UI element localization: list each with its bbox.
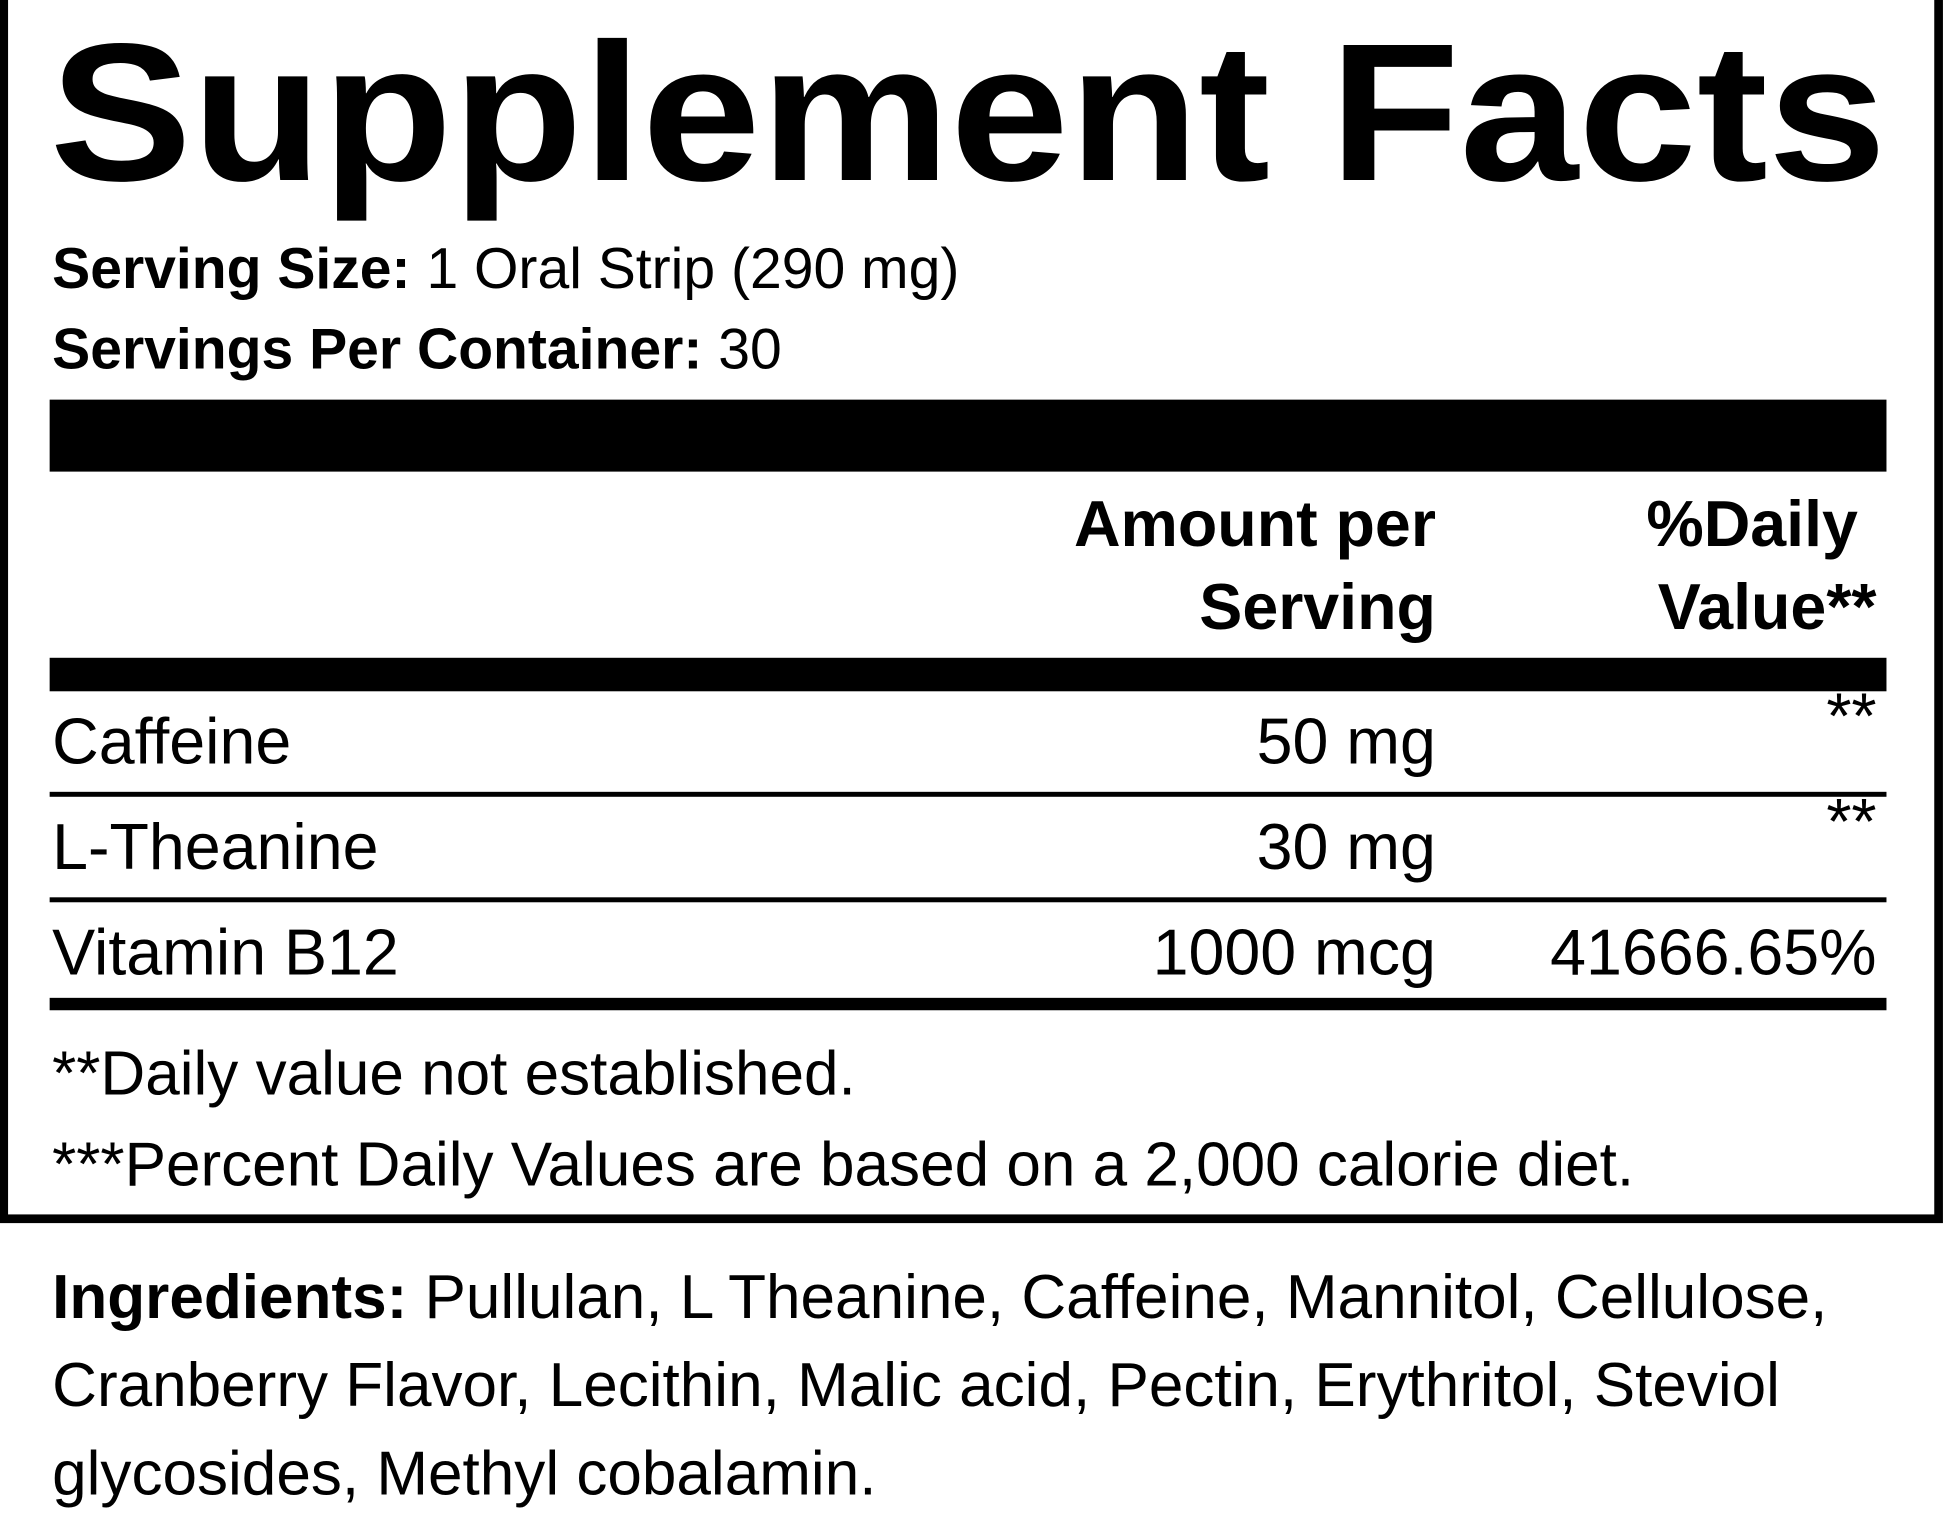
servings-label: Servings Per Container: — [52, 318, 702, 382]
thick-rule — [49, 997, 1887, 1011]
servings-per-container: Servings Per Container: 30 — [52, 318, 782, 382]
thick-bar — [49, 399, 1887, 472]
row-rule — [49, 791, 1887, 797]
daily-value: ** — [1826, 786, 1876, 858]
column-header: Amount per — [1074, 488, 1436, 560]
column-header: Serving — [1199, 571, 1436, 643]
servings-value: 30 — [718, 318, 782, 382]
column-header: %Daily — [1646, 488, 1858, 560]
serving-size-label: Serving Size: — [52, 237, 410, 301]
nutrient-name: Caffeine — [52, 705, 291, 777]
serving-size-value: 1 Oral Strip (290 mg) — [426, 237, 959, 301]
ingredients-text: Pullulan, L Theanine, Caffeine, Mannitol… — [52, 1262, 1828, 1508]
daily-value: ** — [1826, 680, 1876, 752]
thick-bar — [49, 657, 1887, 692]
rows: Caffeine 50 mg ** L-Theanine 30 mg ** Vitamin … — [49, 680, 1887, 988]
panel-border — [0, 0, 1943, 1224]
amount: 1000 mcg — [1153, 916, 1436, 988]
amount: 30 mg — [1257, 811, 1436, 883]
column-header: Value** — [1658, 571, 1878, 643]
title: Supplement Facts — [50, 2, 1887, 222]
nutrient-name: Vitamin B12 — [52, 916, 399, 988]
serving-size: Serving Size: 1 Oral Strip (290 mg) — [52, 237, 959, 301]
amount: 50 mg — [1257, 705, 1436, 777]
daily-value: 41666.65% — [1550, 916, 1876, 988]
nutrient-name: L-Theanine — [52, 811, 378, 883]
footnote: ***Percent Daily Values are based on a 2… — [52, 1130, 1634, 1199]
row-rule — [49, 897, 1887, 903]
ingredients-label: Ingredients: — [52, 1262, 408, 1332]
footnote: **Daily value not established. — [52, 1040, 856, 1109]
ingredients: Ingredients: Pullulan, L Theanine, Caffe… — [52, 1254, 1914, 1518]
